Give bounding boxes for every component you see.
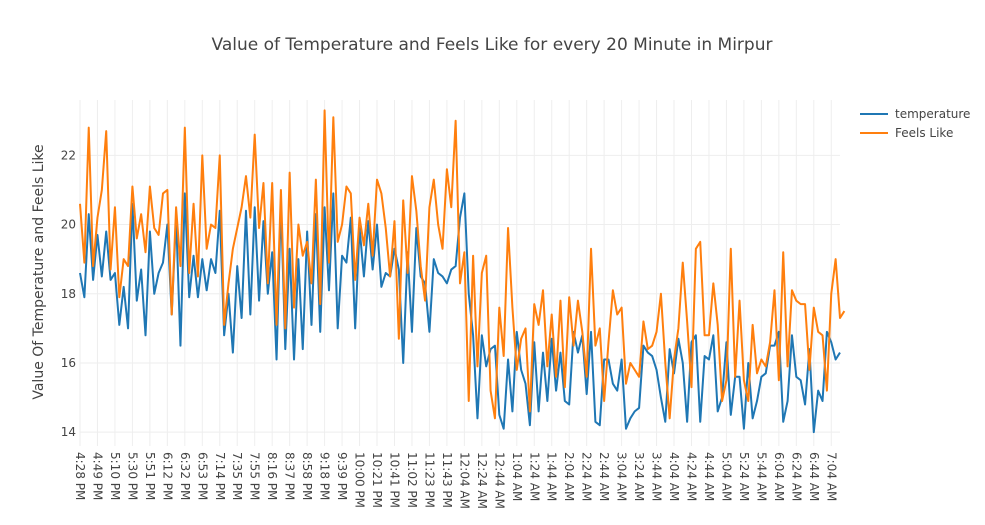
y-tick-label: 14 — [61, 425, 76, 439]
chart-title: Value of Temperature and Feels Like for … — [212, 35, 773, 55]
series-line-temperature — [79, 192, 841, 434]
x-tick-label: 11:43 PM — [440, 452, 454, 508]
y-tick-label: 16 — [61, 356, 76, 370]
y-tick-label: 22 — [61, 148, 76, 162]
x-tick-label: 4:49 PM — [90, 452, 104, 500]
x-tick-label: 7:35 PM — [230, 452, 244, 500]
x-tick-label: 12:44 AM — [492, 452, 506, 509]
y-axis-title: Value Of Temperature and Feels Like — [31, 144, 47, 399]
x-tick-label: 11:02 PM — [405, 452, 419, 508]
x-tick-label: 8:58 PM — [300, 452, 314, 500]
x-tick-label: 10:21 PM — [370, 452, 384, 508]
y-axis-ticks: 14 16 18 20 22 — [61, 148, 76, 439]
x-tick-label: 2:44 AM — [597, 452, 611, 501]
x-tick-label: 4:44 AM — [702, 452, 716, 501]
x-axis-ticks: 4:28 PM 4:49 PM 5:10 PM 5:30 PM 5:51 PM 6:12 … — [73, 452, 838, 509]
x-tick-label: 7:04 AM — [824, 452, 838, 501]
x-tick-label: 1:44 AM — [545, 452, 559, 501]
x-tick-label: 6:44 AM — [807, 452, 821, 501]
x-tick-label: 9:18 PM — [318, 452, 332, 500]
x-tick-label: 3:04 AM — [615, 452, 629, 501]
x-tick-label: 5:10 PM — [108, 452, 122, 500]
x-tick-label: 6:24 AM — [789, 452, 803, 501]
x-tick-label: 5:04 AM — [719, 452, 733, 501]
legend-item-feels-like[interactable]: Feels Like — [860, 126, 953, 140]
x-tick-label: 4:28 PM — [73, 452, 87, 500]
x-tick-label: 7:14 PM — [213, 452, 227, 500]
y-tick-label: 18 — [61, 287, 76, 301]
x-tick-label: 2:24 AM — [580, 452, 594, 501]
x-tick-label: 6:04 AM — [772, 452, 786, 501]
x-tick-label: 6:53 PM — [195, 452, 209, 500]
x-tick-label: 12:04 AM — [457, 452, 471, 509]
y-tick-label: 20 — [61, 218, 76, 232]
x-tick-label: 11:23 PM — [422, 452, 436, 508]
legend-item-temperature[interactable]: temperature — [860, 107, 970, 121]
series-line-feels-like — [79, 109, 846, 420]
x-tick-label: 6:12 PM — [160, 452, 174, 500]
x-tick-label: 8:16 PM — [265, 452, 279, 500]
x-tick-label: 1:24 AM — [527, 452, 541, 501]
x-tick-label: 5:44 AM — [754, 452, 768, 501]
x-tick-label: 3:24 AM — [632, 452, 646, 501]
legend[interactable]: temperature Feels Like — [860, 107, 970, 140]
x-tick-label: 5:51 PM — [143, 452, 157, 500]
x-tick-label: 12:24 AM — [475, 452, 489, 509]
x-tick-label: 10:00 PM — [353, 452, 367, 508]
x-tick-label: 4:24 AM — [684, 452, 698, 501]
series-lines — [79, 109, 846, 434]
legend-label: temperature — [895, 107, 970, 121]
x-tick-label: 10:41 PM — [387, 452, 401, 508]
x-tick-label: 7:55 PM — [248, 452, 262, 500]
x-tick-label: 3:44 AM — [650, 452, 664, 501]
x-tick-label: 5:30 PM — [125, 452, 139, 500]
x-tick-label: 8:37 PM — [283, 452, 297, 500]
x-tick-label: 5:24 AM — [737, 452, 751, 501]
x-tick-label: 1:04 AM — [510, 452, 524, 501]
legend-label: Feels Like — [895, 126, 953, 140]
x-tick-label: 4:04 AM — [667, 452, 681, 501]
x-tick-label: 2:04 AM — [562, 452, 576, 501]
x-tick-label: 6:32 PM — [178, 452, 192, 500]
x-tick-label: 9:39 PM — [335, 452, 349, 500]
